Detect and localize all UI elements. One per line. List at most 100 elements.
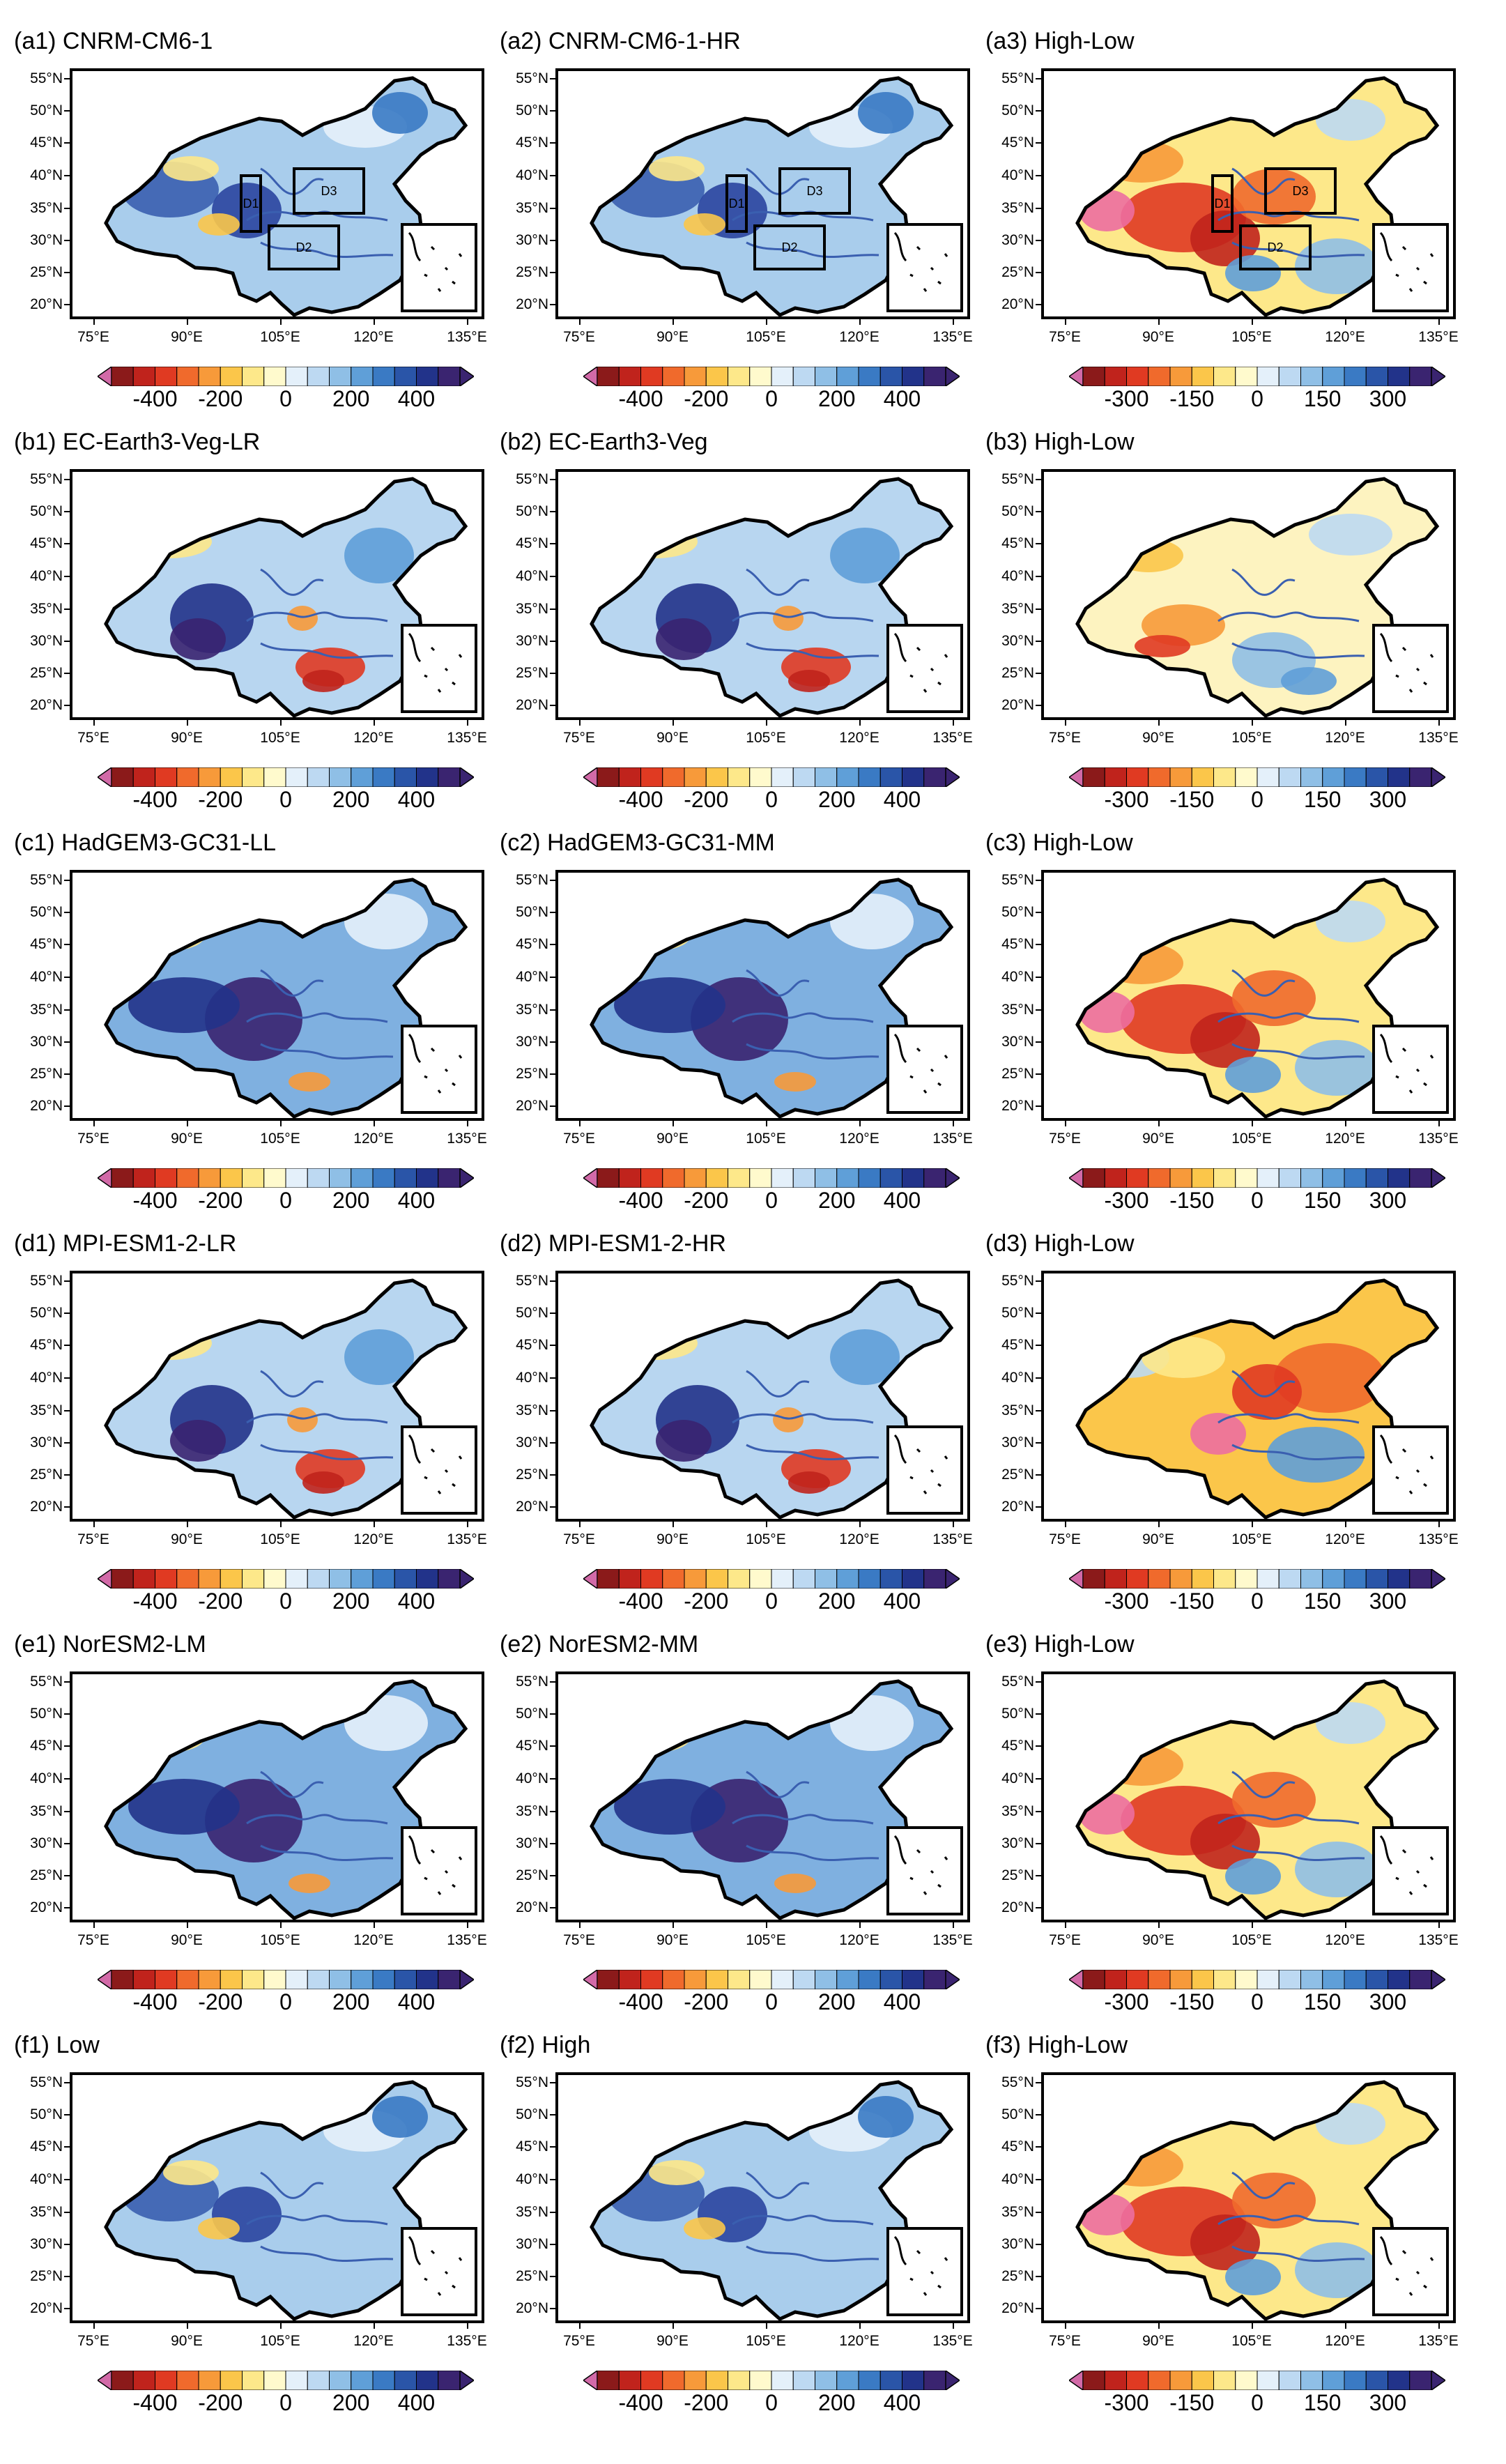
colorbar-swatch <box>836 367 859 386</box>
colorbar-swatch <box>1409 767 1432 787</box>
south-china-sea-inset <box>886 624 963 713</box>
lon-tick <box>280 720 282 726</box>
colorbar-swatch <box>351 1970 374 1989</box>
colorbar-swatch <box>923 367 946 386</box>
lon-label: 90°E <box>171 1131 203 1147</box>
china-border <box>1075 76 1440 316</box>
colorbar-swatch <box>198 1168 221 1188</box>
colorbar-label: 200 <box>818 386 856 411</box>
map-panel: (f2) High 55°N 50°N 45°N 40°N 35°N 30°N 25°N 20°… <box>486 2032 974 2422</box>
colorbar-swatch <box>771 767 794 787</box>
lat-label: 30°N <box>30 1835 63 1851</box>
colorbar-swatch <box>902 1168 925 1188</box>
lat-tick <box>550 175 555 176</box>
lat-tick <box>64 2179 70 2180</box>
lat-tick <box>64 175 70 176</box>
field-patch <box>1295 1040 1378 1096</box>
lat-label: 20°N <box>1001 296 1034 312</box>
lon-tick <box>187 2323 188 2329</box>
lat-tick <box>1036 2308 1041 2309</box>
colorbar-swatch <box>1082 1970 1105 1989</box>
colorbar-swatch <box>438 1168 461 1188</box>
lon-tick <box>579 720 581 726</box>
lon-label: 105°E <box>746 1531 786 1547</box>
region-box <box>240 174 262 233</box>
lat-tick <box>64 705 70 706</box>
lat-tick <box>550 2114 555 2115</box>
colorbar-swatch <box>111 1970 134 1989</box>
lat-tick <box>64 142 70 144</box>
colorbar-swatch <box>1169 1168 1192 1188</box>
lat-label: 30°N <box>1001 633 1034 649</box>
lat-tick <box>550 240 555 241</box>
colorbar-swatch <box>242 1168 265 1188</box>
colorbar-swatch <box>1235 767 1258 787</box>
colorbar-swatch <box>1082 367 1105 386</box>
lon-label: 90°E <box>171 329 203 345</box>
colorbar-label: -400 <box>618 787 663 812</box>
colorbar-swatch <box>1300 2371 1323 2390</box>
field-patch <box>621 1722 691 1752</box>
colorbar <box>98 767 474 787</box>
colorbar-swatch <box>879 1569 902 1589</box>
colorbar-swatch <box>902 1569 925 1589</box>
colorbar-swatch <box>1169 1970 1192 1989</box>
lon-label: 135°E <box>1418 1932 1459 1948</box>
colorbar-swatch <box>351 1168 374 1188</box>
colorbar-label: -200 <box>198 1589 243 1614</box>
colorbar-swatch <box>1082 2371 1105 2390</box>
colorbar-label: 150 <box>1304 2390 1342 2415</box>
lat-tick <box>64 1681 70 1683</box>
lon-label: 105°E <box>260 730 300 746</box>
lat-tick <box>550 272 555 273</box>
colorbar-swatch <box>705 1970 728 1989</box>
south-china-sea-inset <box>886 2227 963 2316</box>
colorbar-swatch <box>618 1569 641 1589</box>
colorbar-swatch <box>640 2371 663 2390</box>
lon-label: 75°E <box>563 329 595 345</box>
colorbar-swatch <box>815 2371 838 2390</box>
colorbar-swatch <box>263 1168 286 1188</box>
panel-title: (a2) CNRM-CM6-1-HR <box>500 28 741 54</box>
lat-tick <box>64 1875 70 1876</box>
lat-tick <box>550 142 555 144</box>
colorbar-swatch <box>836 1970 859 1989</box>
colorbar-swatch <box>771 1569 794 1589</box>
lat-label: 20°N <box>516 296 548 312</box>
colorbar-swatch <box>923 1970 946 1989</box>
lon-label: 105°E <box>260 329 300 345</box>
south-china-sea-inset <box>1372 2227 1449 2316</box>
inset-islands <box>408 1434 463 1494</box>
colorbar-swatch <box>1388 2371 1411 2390</box>
colorbar-swatch <box>1191 367 1214 386</box>
field-patch <box>774 1874 816 1893</box>
south-china-sea-inset <box>886 1826 963 1915</box>
lat-label: 25°N <box>1001 1066 1034 1082</box>
map-panel: (b2) EC-Earth3-Veg 55°N 50°N 45°N 40°N 35°N 30… <box>486 429 974 819</box>
colorbar-arrow-left <box>1069 1168 1084 1188</box>
lat-tick <box>1036 1410 1041 1411</box>
colorbar-arrow-left <box>98 2371 112 2390</box>
field-patch <box>649 156 705 181</box>
field-patch <box>372 2096 428 2138</box>
colorbar <box>98 1569 474 1589</box>
colorbar-swatch <box>220 367 243 386</box>
river-yellow <box>746 969 810 997</box>
lat-label: 40°N <box>1001 568 1034 584</box>
colorbar-label: -200 <box>684 1989 729 2014</box>
lat-label: 40°N <box>30 2171 63 2187</box>
inset-islands <box>408 1835 463 1895</box>
colorbar-swatch <box>416 2371 439 2390</box>
lon-tick <box>766 319 767 325</box>
colorbar-label: -400 <box>132 386 178 411</box>
inset-islands <box>1379 632 1434 693</box>
map-area <box>70 1271 484 1522</box>
lat-tick <box>1036 2179 1041 2180</box>
river-pearl <box>1231 2245 1365 2263</box>
colorbar-swatch <box>705 1168 728 1188</box>
colorbar-swatch <box>1235 1168 1258 1188</box>
colorbar-swatch <box>640 1569 663 1589</box>
colorbar-arrow-left <box>583 367 598 386</box>
colorbar-swatch <box>902 767 925 787</box>
colorbar <box>583 767 960 787</box>
